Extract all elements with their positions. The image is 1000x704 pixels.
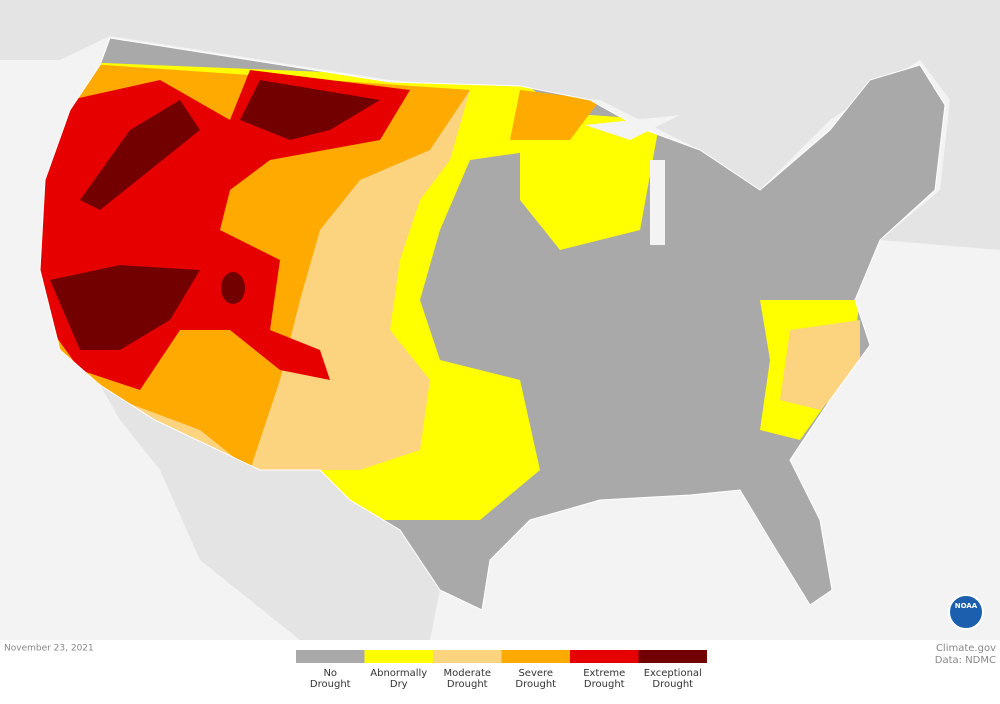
legend-label: Extreme: [583, 668, 625, 679]
legend-label: No: [323, 668, 337, 679]
lake-superior: [585, 115, 680, 140]
legend-label: Moderate: [443, 668, 491, 679]
legend-label: Abnormally: [370, 668, 427, 679]
canada: [0, 0, 1000, 250]
legend-swatch: [433, 650, 502, 663]
noaa-logo: [948, 594, 984, 630]
legend-label: Drought: [515, 679, 556, 690]
dry-area: [520, 110, 660, 250]
exceptional-area: [50, 265, 200, 350]
lake-michigan: [650, 160, 665, 245]
legend-label: Dry: [390, 679, 408, 690]
legend-swatch: [570, 650, 639, 663]
legend-label: Drought: [447, 679, 488, 690]
legend-label: Drought: [652, 679, 693, 690]
legend-label: Drought: [310, 679, 351, 690]
date: November 23, 2021: [4, 644, 94, 654]
legend-label: Drought: [584, 679, 625, 690]
exceptional-area: [240, 80, 380, 140]
legend-swatch: [638, 650, 707, 663]
legend-label: Severe: [518, 668, 553, 679]
legend-swatch: [296, 650, 365, 663]
footer: [0, 640, 1000, 704]
legend-swatch: [501, 650, 570, 663]
exceptional-area: [221, 272, 245, 304]
severe-area: [510, 90, 600, 140]
legend: NoDroughtAbnormallyDryModerateDroughtSev…: [296, 650, 707, 690]
mexico: [100, 385, 440, 640]
legend-swatch: [364, 650, 433, 663]
data-credit: Data: NDMC: [935, 655, 996, 666]
site-credit: Climate.gov: [936, 643, 996, 654]
legend-label: Exceptional: [644, 668, 702, 679]
logo-text: NOAA: [955, 602, 978, 610]
exceptional-area: [80, 100, 200, 210]
